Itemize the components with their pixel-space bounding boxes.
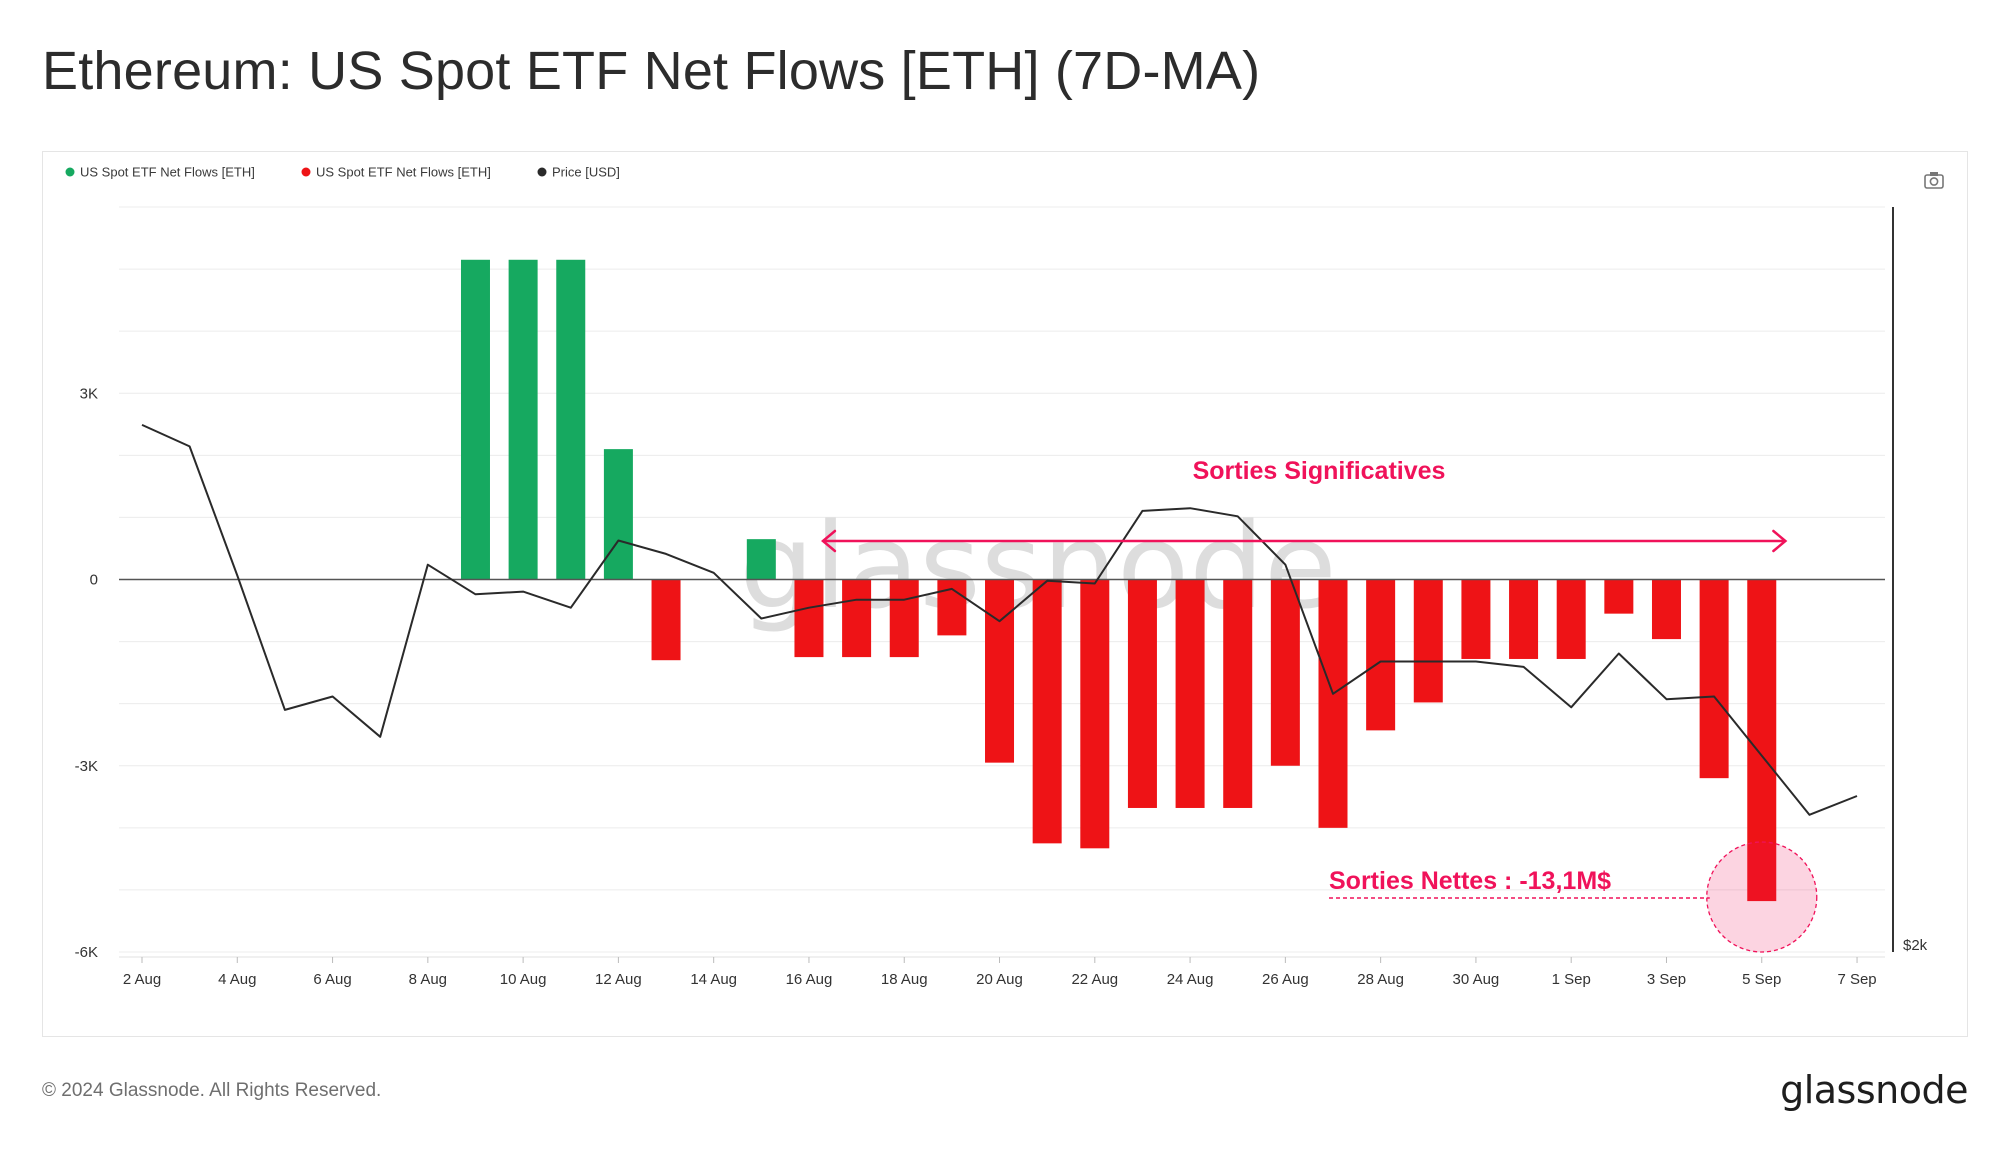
annotation-net-outflows: Sorties Nettes : -13,1M$ [1329, 867, 1611, 895]
chart-panel: US Spot ETF Net Flows [ETH] US Spot ETF N… [42, 151, 1968, 1037]
x-tick-label: 18 Aug [881, 971, 928, 988]
bar [1318, 579, 1348, 828]
y-tick-label: -6K [75, 944, 98, 961]
x-tick-label: 20 Aug [976, 971, 1023, 988]
bar [1127, 579, 1157, 808]
bar [1604, 579, 1634, 614]
bar [746, 539, 776, 580]
x-tick-label: 8 Aug [409, 971, 447, 988]
bar [651, 579, 681, 661]
legend-item: Price [USD] [537, 165, 620, 180]
bar [460, 259, 490, 580]
bar [1175, 579, 1205, 808]
bar [1413, 579, 1443, 703]
y-tick-label: -3K [75, 758, 98, 775]
bar [985, 579, 1015, 763]
bar [842, 579, 872, 658]
arrow-head-right [1772, 529, 1788, 553]
bar [1651, 579, 1681, 640]
bar [1366, 579, 1396, 731]
bar [1032, 579, 1062, 844]
legend-label: Price [USD] [552, 165, 620, 180]
x-tick-label: 30 Aug [1453, 971, 1500, 988]
x-tick-label: 16 Aug [786, 971, 833, 988]
bar [603, 449, 633, 580]
chart: US Spot ETF Net Flows [ETH] US Spot ETF N… [65, 165, 1944, 988]
x-tick-label: 6 Aug [313, 971, 351, 988]
bar [556, 259, 586, 580]
legend-label: US Spot ETF Net Flows [ETH] [80, 165, 255, 180]
x-tick-label: 22 Aug [1071, 971, 1118, 988]
x-tick-label: 14 Aug [690, 971, 737, 988]
x-tick-label: 2 Aug [123, 971, 161, 988]
bar [794, 579, 824, 658]
annotation-significant-outflows: Sorties Significatives [1193, 457, 1446, 485]
legend-marker [537, 167, 547, 177]
bar [1556, 579, 1586, 659]
x-tick-label: 3 Sep [1647, 971, 1686, 988]
x-tick-label: 4 Aug [218, 971, 256, 988]
legend-label: US Spot ETF Net Flows [ETH] [316, 165, 491, 180]
x-tick-label: 1 Sep [1552, 971, 1591, 988]
x-tick-label: 5 Sep [1742, 971, 1781, 988]
bar-series [460, 259, 1777, 902]
bar [1223, 579, 1253, 808]
bar [508, 259, 538, 580]
x-tick-label: 24 Aug [1167, 971, 1214, 988]
y-tick-label: 0 [90, 572, 98, 589]
copyright: © 2024 Glassnode. All Rights Reserved. [42, 1080, 382, 1101]
y-axis: 3K 0 -3K -6K [75, 385, 98, 961]
page-title: Ethereum: US Spot ETF Net Flows [ETH] (7… [42, 41, 1261, 101]
x-tick-label: 7 Sep [1837, 971, 1876, 988]
x-tick-label: 28 Aug [1357, 971, 1404, 988]
bar [1080, 579, 1110, 849]
right-axis-label: $2k [1903, 937, 1928, 954]
bar [937, 579, 967, 636]
annotations: Sorties Significatives Sorties Nettes : -… [821, 457, 1818, 953]
brand-logo: glassnode [1780, 1068, 1968, 1112]
bar [1270, 579, 1300, 766]
legend-item: US Spot ETF Net Flows [ETH] [65, 165, 255, 180]
bar [1699, 579, 1729, 779]
camera-icon[interactable] [1924, 172, 1944, 189]
arrow-head-left [821, 529, 837, 553]
bar [1461, 579, 1491, 659]
highlight-circle [1706, 841, 1818, 953]
bar [1747, 579, 1777, 902]
legend-marker [301, 167, 311, 177]
legend-marker [65, 167, 75, 177]
x-tick-label: 12 Aug [595, 971, 642, 988]
x-axis: 2 Aug 4 Aug 6 Aug 8 Aug 10 Aug 12 Aug 14 Aug 16… [119, 956, 1885, 988]
price-line [141, 423, 1858, 816]
x-tick-label: 26 Aug [1262, 971, 1309, 988]
bar [889, 579, 919, 658]
legend: US Spot ETF Net Flows [ETH] US Spot ETF N… [65, 165, 620, 180]
x-tick-label: 10 Aug [500, 971, 547, 988]
bar [1509, 579, 1539, 659]
y-tick-label: 3K [80, 385, 98, 402]
legend-item: US Spot ETF Net Flows [ETH] [301, 165, 491, 180]
